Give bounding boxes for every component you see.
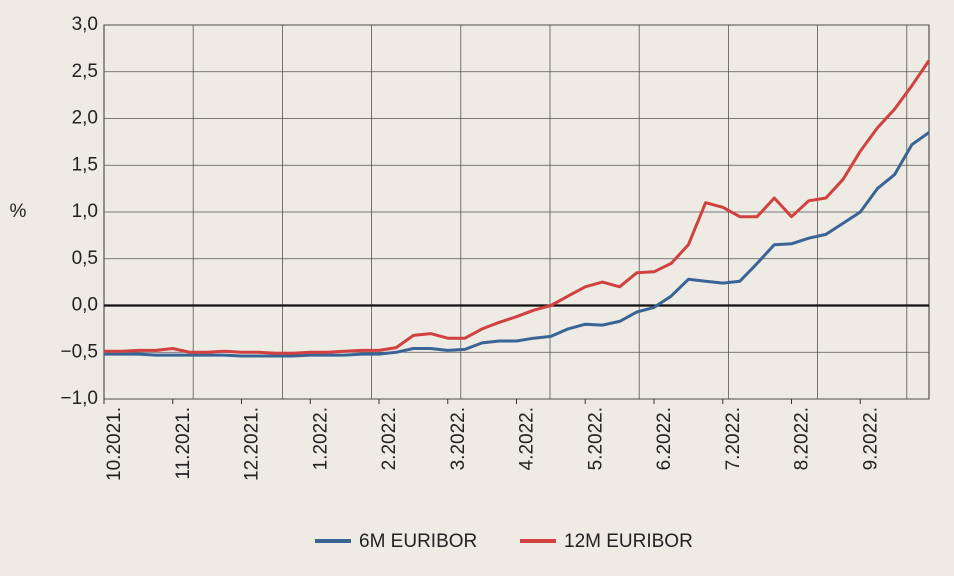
x-tick-label: 9.2022. — [860, 407, 881, 470]
x-tick-label: 5.2022. — [585, 407, 606, 470]
x-tick-label: 11.2021. — [173, 407, 194, 480]
x-tick-label: 7.2022. — [723, 407, 744, 470]
legend-label: 6M EURIBOR — [359, 531, 477, 552]
x-tick-label: 3.2022. — [448, 407, 469, 470]
x-tick-label: 12.2021. — [242, 407, 263, 481]
y-tick-label: 1,5 — [72, 154, 98, 175]
x-tick-label: 6.2022. — [654, 407, 675, 470]
x-tick-label: 2.2022. — [379, 407, 400, 470]
y-tick-label: 2,0 — [72, 108, 98, 129]
series-line — [104, 59, 931, 355]
y-tick-label: 0,5 — [72, 248, 98, 269]
y-axis-label: % — [10, 201, 27, 222]
y-tick-label: 1,0 — [72, 201, 98, 222]
x-tick-label: 10.2021. — [104, 407, 125, 481]
x-tick-label: 8.2022. — [792, 407, 813, 470]
y-tick-label: 0,0 — [72, 295, 98, 316]
x-tick-label: 1.2022. — [310, 407, 331, 470]
y-tick-label: −1,0 — [60, 388, 98, 409]
y-tick-label: 2,5 — [72, 61, 98, 82]
y-tick-label: −0,5 — [60, 341, 98, 362]
x-tick-label: 4.2022. — [517, 407, 538, 470]
legend-label: 12M EURIBOR — [564, 531, 693, 552]
series-line — [104, 131, 930, 358]
y-tick-label: 3,0 — [72, 14, 98, 35]
